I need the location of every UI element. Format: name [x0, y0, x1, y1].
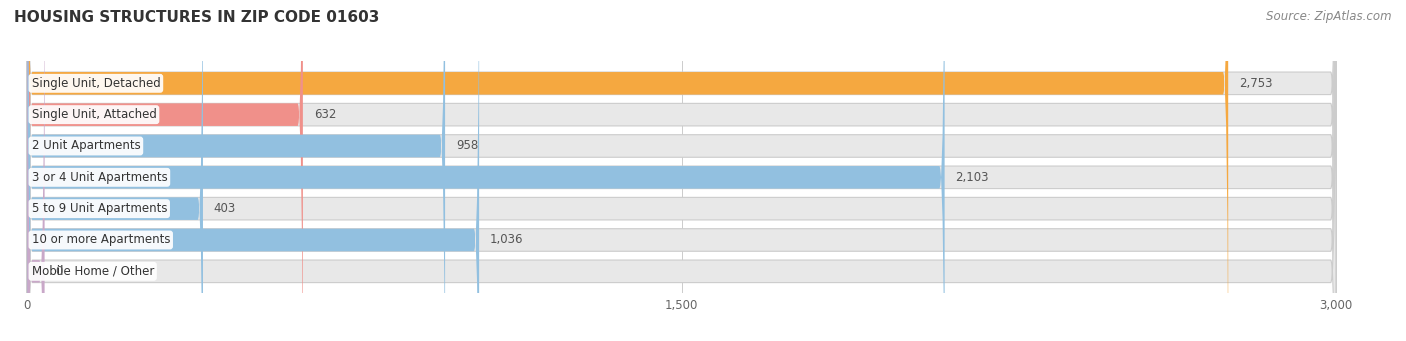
Text: Mobile Home / Other: Mobile Home / Other — [31, 265, 153, 278]
Text: 1,036: 1,036 — [491, 234, 523, 247]
FancyBboxPatch shape — [27, 0, 1336, 341]
Text: 2,103: 2,103 — [956, 171, 988, 184]
FancyBboxPatch shape — [27, 0, 1336, 341]
FancyBboxPatch shape — [27, 0, 45, 341]
Text: 5 to 9 Unit Apartments: 5 to 9 Unit Apartments — [31, 202, 167, 215]
FancyBboxPatch shape — [27, 0, 945, 341]
Text: 0: 0 — [55, 265, 63, 278]
Text: Single Unit, Detached: Single Unit, Detached — [31, 77, 160, 90]
Text: 2,753: 2,753 — [1239, 77, 1272, 90]
FancyBboxPatch shape — [27, 0, 1336, 341]
FancyBboxPatch shape — [27, 0, 1336, 341]
FancyBboxPatch shape — [27, 0, 1229, 341]
Text: Source: ZipAtlas.com: Source: ZipAtlas.com — [1267, 10, 1392, 23]
Text: 403: 403 — [214, 202, 236, 215]
FancyBboxPatch shape — [27, 0, 1336, 341]
Text: HOUSING STRUCTURES IN ZIP CODE 01603: HOUSING STRUCTURES IN ZIP CODE 01603 — [14, 10, 380, 25]
Text: 10 or more Apartments: 10 or more Apartments — [31, 234, 170, 247]
Text: 958: 958 — [456, 139, 478, 152]
FancyBboxPatch shape — [27, 0, 202, 341]
Text: Single Unit, Attached: Single Unit, Attached — [31, 108, 156, 121]
Text: 2 Unit Apartments: 2 Unit Apartments — [31, 139, 141, 152]
Text: 3 or 4 Unit Apartments: 3 or 4 Unit Apartments — [31, 171, 167, 184]
FancyBboxPatch shape — [27, 0, 446, 341]
FancyBboxPatch shape — [27, 0, 302, 341]
Text: 632: 632 — [314, 108, 336, 121]
FancyBboxPatch shape — [27, 0, 1336, 341]
FancyBboxPatch shape — [27, 0, 1336, 341]
FancyBboxPatch shape — [27, 0, 479, 341]
